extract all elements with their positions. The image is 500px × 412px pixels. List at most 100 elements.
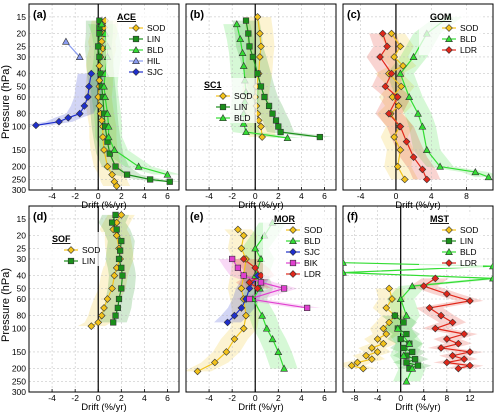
panel-1-point-lin bbox=[123, 171, 131, 178]
panel-1-point-sjc bbox=[84, 93, 92, 101]
panel-3-point-bld bbox=[396, 69, 405, 77]
panel-3-legend-marker-ldr bbox=[445, 46, 453, 54]
panel-4-label: (d) bbox=[33, 211, 47, 223]
panel-1-point-sjc bbox=[55, 117, 63, 126]
panel-1-point-bld bbox=[134, 162, 143, 170]
panel-1-legend-label-hil: HIL bbox=[147, 56, 161, 66]
panel-4-point-lin bbox=[115, 295, 123, 303]
panel-3-legend-label-sod: SOD bbox=[460, 23, 478, 33]
panel-3-point-ldr bbox=[381, 82, 390, 91]
series-markers bbox=[32, 12, 493, 385]
panel-4-point-sod bbox=[112, 231, 121, 240]
panel-2-point-sod bbox=[256, 29, 264, 38]
panel-5-point-sjc bbox=[237, 304, 246, 312]
panel-3-point-bld bbox=[414, 109, 422, 117]
panel-6-x-tick-label: 4 bbox=[421, 393, 426, 403]
panel-2-legend-marker-bld bbox=[219, 113, 227, 122]
panel-6-legend-marker-lin bbox=[445, 237, 453, 245]
panel-1-point-sod bbox=[95, 62, 104, 70]
panel-3-point-sod bbox=[397, 82, 406, 91]
panel-5-point-sod bbox=[234, 225, 242, 234]
panel-5-point-ldr bbox=[251, 264, 260, 272]
panel-6-x-tick-label: -8 bbox=[351, 393, 359, 403]
panel-3-legend-label-bld: BLD bbox=[460, 34, 477, 44]
panel-6-point-sod bbox=[385, 318, 393, 327]
panel-4-point-lin bbox=[113, 226, 120, 233]
panel-6-point-ldr bbox=[419, 282, 428, 290]
panel-3-point-bld bbox=[436, 162, 444, 170]
panel-5-point-sod bbox=[211, 358, 219, 367]
panel-1-y-tick-label: 100 bbox=[12, 122, 26, 132]
panel-6-point-sod bbox=[382, 330, 391, 338]
panel-4-y-tick-label: 20 bbox=[17, 231, 27, 241]
panel-2-point-bld bbox=[242, 128, 250, 136]
panel-6-point-lin bbox=[409, 348, 416, 356]
panel-3-point-bld bbox=[409, 52, 418, 60]
panel-2-x-tick-label: -4 bbox=[205, 191, 213, 201]
panel-4-point-sod bbox=[117, 211, 126, 219]
panel-6-point-lin bbox=[400, 319, 407, 326]
panel-3-label: (c) bbox=[347, 9, 361, 21]
panel-4-x-tick-label: 0 bbox=[96, 393, 101, 403]
panel-3-legend-bg bbox=[419, 10, 483, 55]
panel-1-x-axis-label: Drift (%/yr) bbox=[81, 200, 126, 211]
panel-3-point-ldr bbox=[385, 109, 393, 118]
panel-6-point-sod bbox=[353, 358, 362, 367]
panel-6-x-tick-label: 0 bbox=[398, 393, 403, 403]
legends: ACESODLINBLDHILSJCSC1SODLINBLDGOMSODBLDL… bbox=[41, 10, 483, 279]
panel-2-point-sod bbox=[253, 13, 262, 21]
panel-4-frame bbox=[28, 205, 180, 393]
panel-3-frame bbox=[342, 3, 494, 191]
panel-3-point-ldr bbox=[418, 165, 427, 174]
panel-1-legend-title: ACE bbox=[117, 12, 136, 22]
panel-4-y-tick-label: 50 bbox=[17, 283, 27, 293]
panel-2-x-tick-label: 2 bbox=[276, 191, 281, 201]
panel-4-y-tick-label: 80 bbox=[17, 311, 27, 321]
panel-3-x-axis-label: Drift (%/yr) bbox=[395, 200, 440, 211]
panel-1-legend-label-sjc: SJC bbox=[147, 67, 163, 77]
panel-5-x-axis-label: Drift (%/yr) bbox=[238, 402, 283, 412]
panel-2-point-lin bbox=[249, 53, 257, 61]
panel-1-point-hil bbox=[62, 37, 70, 45]
panel-1-x-tick-label: 2 bbox=[119, 191, 124, 201]
panel-2-x-tick-label: 6 bbox=[322, 191, 327, 201]
panel-3-x-tick-label: -4 bbox=[357, 191, 365, 201]
panel-3-point-sod bbox=[400, 175, 409, 184]
panel-2-point-lin bbox=[246, 43, 253, 50]
panel-6-point-lin bbox=[391, 312, 399, 319]
panel-1-x-tick-label: 6 bbox=[165, 191, 170, 201]
panel-6-point-ldr bbox=[466, 361, 474, 370]
panel-3-point-ldr bbox=[396, 122, 405, 131]
panel-2-frame bbox=[185, 3, 337, 191]
panel-6-x-tick-label: -4 bbox=[374, 393, 382, 403]
panel-1-point-sjc bbox=[75, 109, 84, 118]
panel-4-point-lin bbox=[115, 255, 123, 263]
panel-5-point-sod bbox=[242, 311, 250, 320]
panel-5-point-bld bbox=[280, 364, 288, 372]
panel-2-legend-marker-lin bbox=[219, 103, 227, 111]
panel-6-point-bld bbox=[343, 258, 347, 266]
panel-6-legend-label-bld: BLD bbox=[460, 247, 477, 257]
panel-3-point-ldr bbox=[383, 42, 391, 51]
panel-6-point-sod bbox=[382, 304, 391, 312]
panel-1-legend-label-sod: SOD bbox=[147, 23, 165, 33]
panel-3-point-sod bbox=[396, 146, 405, 154]
panel-6-label: (f) bbox=[347, 211, 358, 223]
panel-3-point-ldr bbox=[402, 137, 411, 146]
panel-1-point-lin bbox=[95, 43, 102, 50]
panel-2-point-sod bbox=[256, 53, 264, 61]
panel-5-point-ldr bbox=[245, 278, 254, 287]
panel-1-point-sod bbox=[100, 146, 108, 154]
panel-6-point-bld bbox=[393, 324, 402, 332]
panel-4-markers bbox=[87, 211, 126, 330]
panel-6-x-axis-label: Drift (%/yr) bbox=[395, 402, 440, 412]
panel-3-point-ldr bbox=[409, 153, 418, 162]
panel-5-legend-marker-sjc bbox=[289, 248, 297, 256]
panel-2-x-axis-label: Drift (%/yr) bbox=[238, 200, 283, 211]
panel-5-point-bik bbox=[240, 272, 247, 279]
panel-6-point-bld bbox=[489, 262, 493, 270]
panel-6-legend-marker-ldr bbox=[445, 259, 453, 267]
panel-4-legend-title: SOF bbox=[52, 234, 71, 244]
panel-3-point-ldr bbox=[387, 69, 396, 78]
panel-2-point-lin bbox=[245, 30, 252, 37]
